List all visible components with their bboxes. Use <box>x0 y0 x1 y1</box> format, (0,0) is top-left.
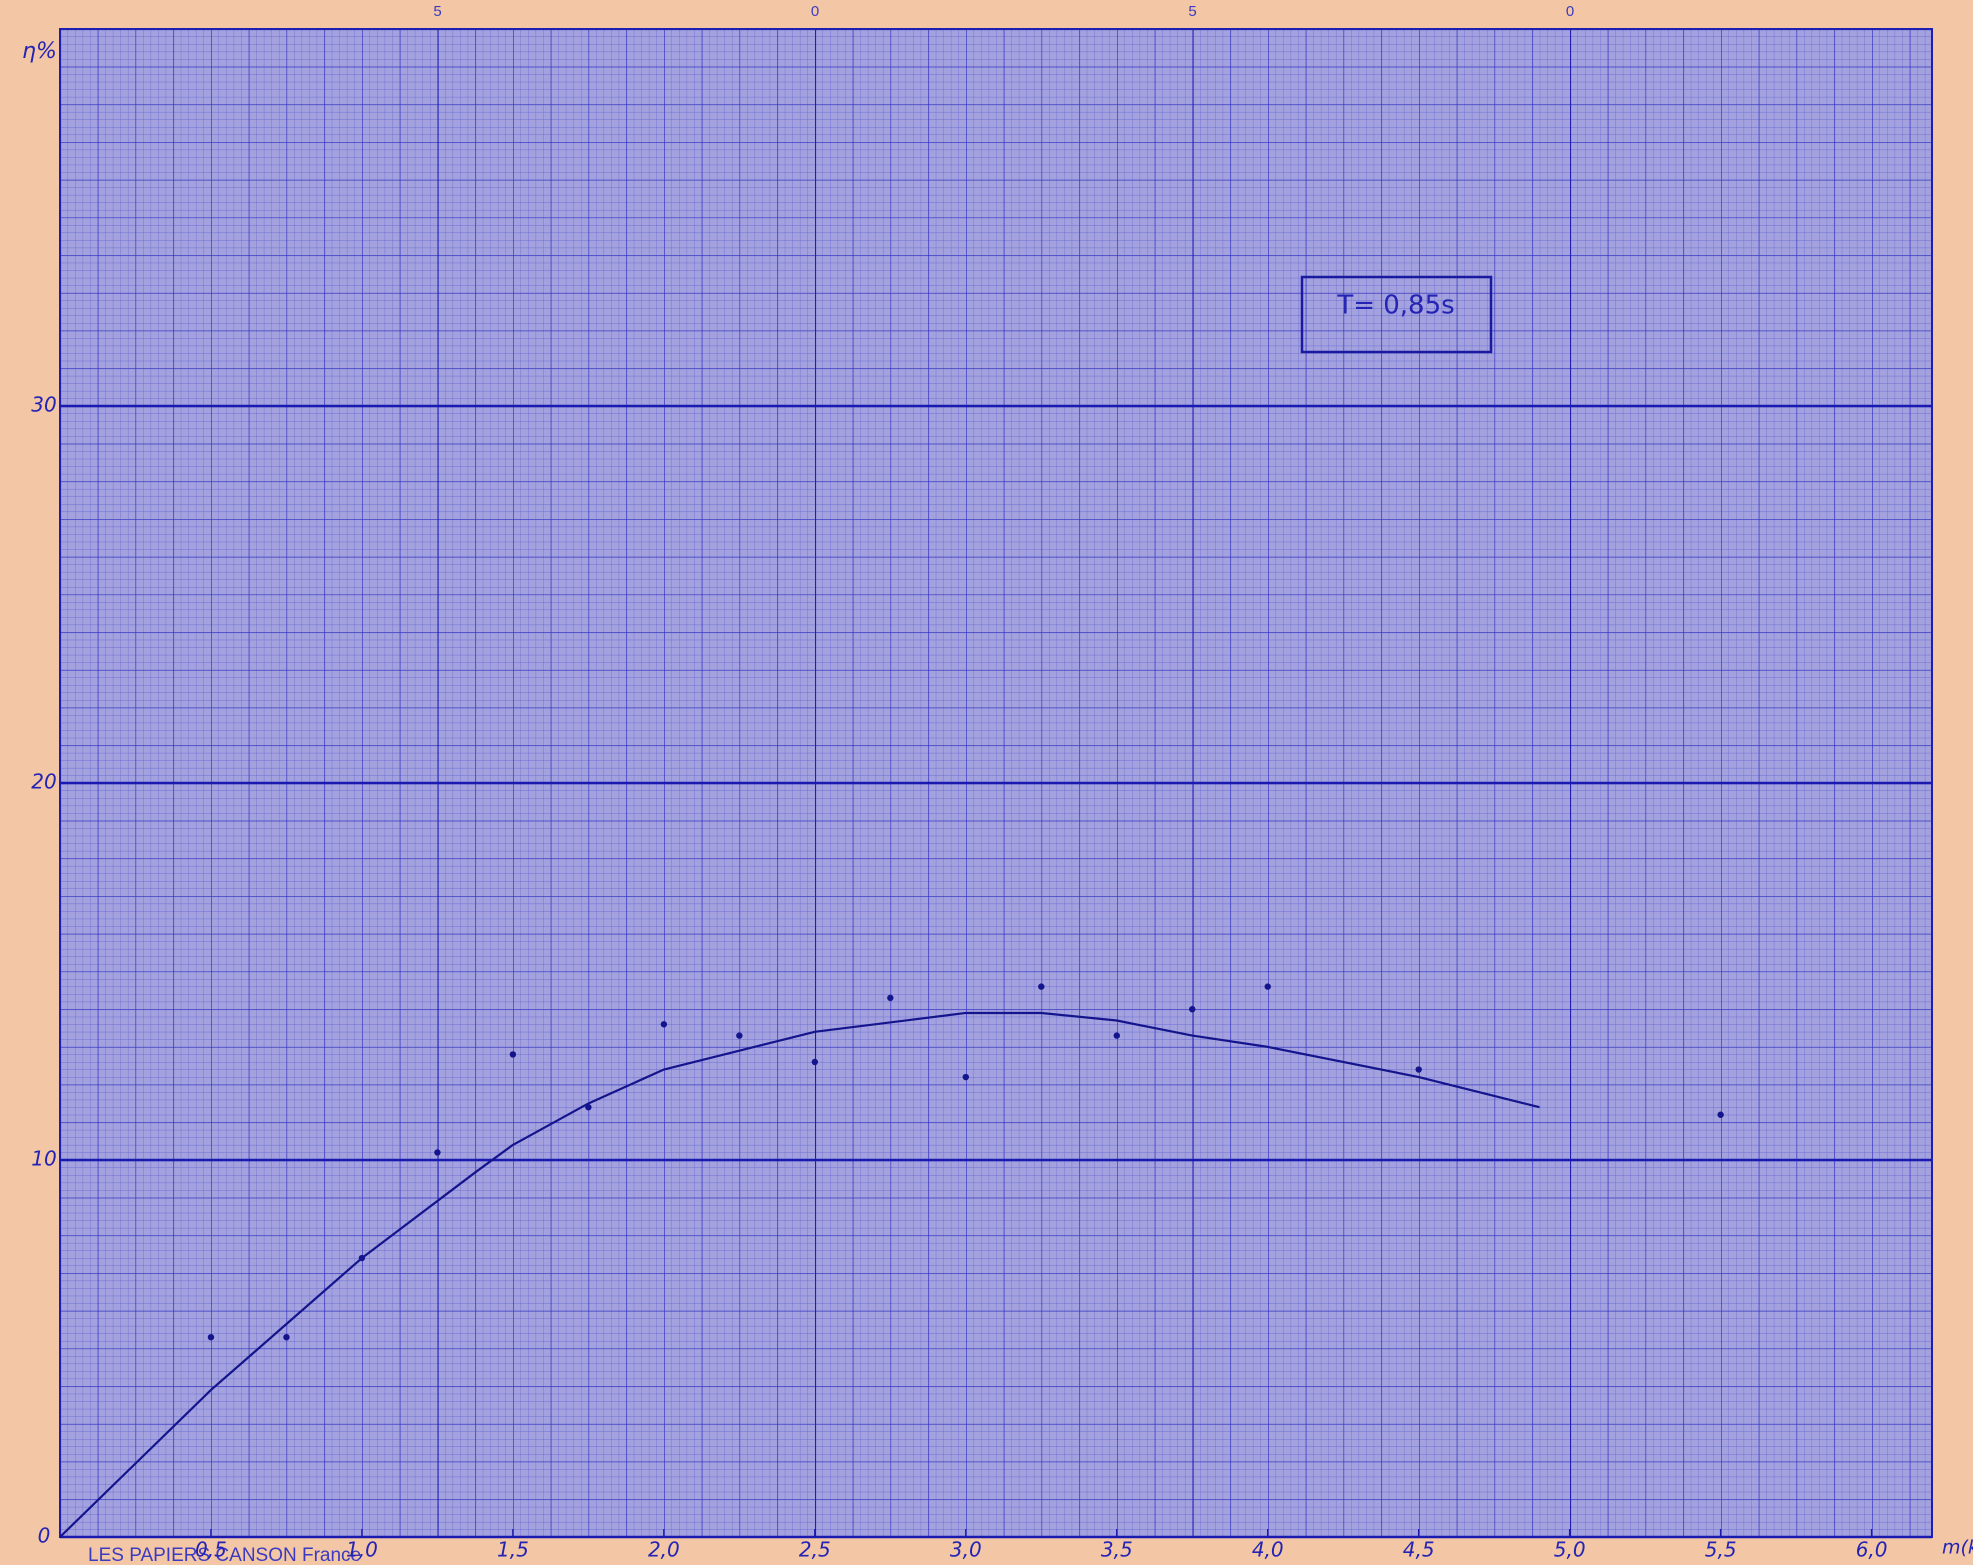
data-point <box>434 1149 440 1155</box>
top-label: 5 <box>433 3 441 20</box>
x-tick-label: 2,0 <box>648 1538 680 1562</box>
x-axis-label: m(k <box>1942 1537 1973 1559</box>
x-tick-label: 5,0 <box>1554 1538 1586 1562</box>
data-point <box>283 1334 289 1340</box>
x-tick-label: 3,0 <box>950 1538 982 1562</box>
y-axis-label: η% <box>22 39 57 64</box>
x-tick-label: 4,5 <box>1403 1538 1435 1562</box>
data-point <box>1416 1066 1422 1072</box>
data-point <box>1114 1032 1120 1038</box>
data-point <box>510 1051 516 1057</box>
data-point <box>887 995 893 1001</box>
top-label: 0 <box>1566 3 1574 20</box>
y-tick-label: 0 <box>38 1524 51 1548</box>
x-tick-label: 1,5 <box>497 1538 529 1562</box>
x-tick-label: 0,5 <box>195 1538 227 1562</box>
data-point <box>661 1021 667 1027</box>
x-tick-label: 6,0 <box>1856 1538 1888 1562</box>
data-point <box>1265 983 1271 989</box>
chart: 5050 T= 0,85s η% m(k LES PAPIERS CANSON … <box>0 0 1973 1565</box>
y-tick-label: 20 <box>31 770 56 794</box>
y-tick-label: 30 <box>31 393 56 417</box>
data-point <box>1038 983 1044 989</box>
y-tick-label: 10 <box>31 1147 56 1171</box>
x-tick-label: 1,0 <box>346 1538 378 1562</box>
x-tick-label: 5,5 <box>1705 1538 1737 1562</box>
data-point <box>963 1074 969 1080</box>
annotation: T= 0,85s <box>1336 291 1454 321</box>
data-point <box>736 1032 742 1038</box>
data-point <box>1189 1006 1195 1012</box>
page: {"chart_data": { "type": "scatter", "x_l… <box>0 0 1973 1565</box>
x-tick-label: 2,5 <box>799 1538 831 1562</box>
x-tick-label: 3,5 <box>1101 1538 1133 1562</box>
top-label: 0 <box>811 3 819 20</box>
top-label: 5 <box>1188 3 1196 20</box>
x-tick-label: 4,0 <box>1252 1538 1284 1562</box>
data-point <box>208 1334 214 1340</box>
data-point <box>812 1059 818 1065</box>
data-point <box>1717 1112 1723 1118</box>
